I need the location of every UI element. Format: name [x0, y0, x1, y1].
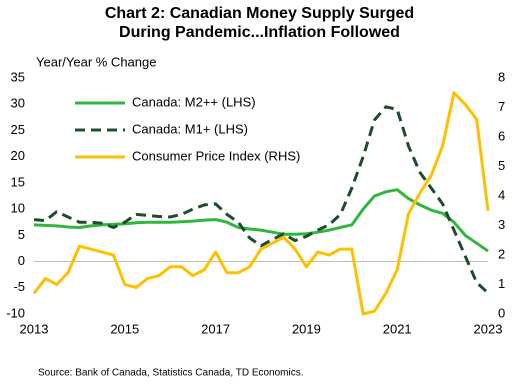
- y2-tick-label: 6: [498, 128, 505, 143]
- series-line: [33, 188, 489, 253]
- y2-tick-label: 7: [498, 99, 505, 114]
- chart-title: Chart 2: Canadian Money Supply Surged Du…: [104, 5, 415, 41]
- x-tick-label: 2015: [110, 321, 139, 336]
- series-line: [32, 91, 490, 316]
- legend-label: Canada: M2++ (LHS): [132, 94, 256, 109]
- x-tick-label: 2019: [292, 321, 321, 336]
- y-tick-label: -5: [13, 279, 25, 294]
- source-note: Source: Bank of Canada, Statistics Canad…: [38, 368, 304, 379]
- legend-label: Canada: M1+ (LHS): [132, 121, 248, 136]
- y-tick-label: 25: [11, 122, 25, 137]
- y2-tick-label: 1: [498, 276, 505, 291]
- legend-label: Consumer Price Index (RHS): [132, 148, 300, 163]
- y-tick-label: -10: [6, 305, 25, 320]
- y-tick-label: 15: [11, 174, 25, 189]
- y-axis-label: Year/Year % Change: [36, 54, 156, 69]
- y2-tick-label: 0: [498, 305, 505, 320]
- y-tick-label: 10: [11, 201, 25, 216]
- y2-tick-label: 4: [498, 187, 505, 202]
- y-tick-label: 20: [11, 148, 25, 163]
- x-tick-label: 2017: [201, 321, 230, 336]
- x-tick-label: 2023: [474, 321, 503, 336]
- x-tick-label: 2021: [383, 321, 412, 336]
- y-tick-label: 0: [18, 253, 25, 268]
- title-box: Chart 2: Canadian Money Supply Surged Du…: [0, 4, 519, 42]
- y2-tick-label: 5: [498, 158, 505, 173]
- y-tick-label: 5: [18, 227, 25, 242]
- series-line: [33, 105, 490, 295]
- y2-tick-label: 3: [498, 217, 505, 232]
- y2-tick-label: 2: [498, 246, 505, 261]
- y2-tick-label: 8: [498, 69, 505, 84]
- x-tick-label: 2013: [20, 321, 49, 336]
- y-tick-label: 30: [11, 96, 25, 111]
- y-tick-label: 35: [11, 69, 25, 84]
